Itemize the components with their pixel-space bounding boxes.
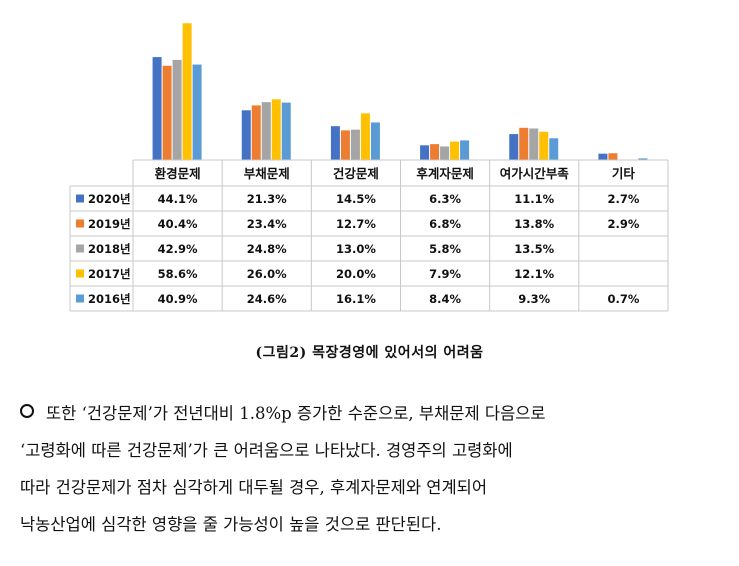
bar — [509, 134, 519, 160]
legend-label: 2018년 — [88, 242, 131, 256]
data-label: 23.4% — [247, 217, 287, 231]
data-label: 5.8% — [429, 242, 461, 256]
data-label: 40.4% — [158, 217, 198, 231]
data-label: 26.0% — [247, 267, 287, 281]
data-label: 0.7% — [607, 292, 639, 306]
data-label: 13.8% — [514, 217, 554, 231]
bar — [598, 153, 608, 160]
paragraph-line: 낙농산업에 심각한 영향을 줄 가능성이 높을 것으로 판단된다. — [20, 515, 442, 534]
data-label: 58.6% — [158, 267, 198, 281]
bar — [360, 113, 370, 160]
paragraph-text: 또한 ‘건강문제’가 전년대비 1.8%p 증가한 수준으로, 부채문제 다음으… — [20, 395, 732, 543]
bar — [271, 99, 281, 160]
bar — [608, 153, 618, 160]
bar — [350, 129, 360, 160]
data-label: 21.3% — [247, 192, 287, 206]
category-label: 건강문제 — [333, 166, 379, 181]
data-label: 6.3% — [429, 192, 461, 206]
legend-label: 2019년 — [88, 217, 131, 231]
data-label: 7.9% — [429, 267, 461, 281]
legend-swatch — [76, 219, 84, 228]
bar — [261, 102, 271, 160]
data-label: 24.6% — [247, 292, 287, 306]
bar — [460, 140, 470, 160]
legend-label: 2016년 — [88, 292, 131, 306]
legend-swatch — [76, 194, 84, 203]
figure-caption: (그림2) 목장경영에 있어서의 어려움 — [255, 345, 484, 361]
legend-swatch — [76, 244, 84, 253]
bar — [370, 122, 380, 160]
bar — [172, 59, 182, 160]
category-label: 기타 — [612, 166, 636, 181]
bar — [281, 102, 291, 160]
bar — [519, 127, 529, 160]
data-label: 13.5% — [514, 242, 554, 256]
bar — [152, 57, 162, 160]
legend-label: 2020년 — [88, 192, 131, 206]
bar — [340, 130, 350, 160]
bar — [440, 146, 450, 160]
bar — [638, 158, 648, 160]
legend-swatch — [76, 294, 84, 303]
body-paragraph: 또한 ‘건강문제’가 전년대비 1.8%p 증가한 수준으로, 부채문제 다음으… — [20, 395, 732, 543]
data-label: 6.8% — [429, 217, 461, 231]
paragraph-line: 또한 ‘건강문제’가 전년대비 1.8%p 증가한 수준으로, 부채문제 다음으… — [46, 404, 546, 423]
data-label: 40.9% — [158, 292, 198, 306]
bar — [251, 105, 261, 160]
bar — [450, 141, 460, 160]
bar — [420, 145, 430, 160]
data-label: 8.4% — [429, 292, 461, 306]
data-label: 44.1% — [158, 192, 198, 206]
data-label: 11.1% — [514, 192, 554, 206]
bar — [529, 128, 539, 160]
category-label: 여가시간부족 — [500, 166, 570, 181]
bar — [539, 131, 549, 160]
bar — [330, 126, 340, 160]
bar — [549, 138, 559, 160]
category-label: 부채문제 — [244, 166, 290, 181]
bar — [162, 65, 172, 160]
data-label: 2.9% — [607, 217, 639, 231]
data-label: 24.8% — [247, 242, 287, 256]
data-label: 12.1% — [514, 267, 554, 281]
data-label: 14.5% — [336, 192, 376, 206]
data-label: 16.1% — [336, 292, 376, 306]
bar — [182, 23, 192, 161]
category-label: 후계자문제 — [416, 166, 474, 181]
data-label: 2.7% — [607, 192, 639, 206]
chart: 환경문제 부채문제 건강문제 후계자문제 여가시간부족 기타 2020년 44.1% 21.3%… — [69, 23, 669, 312]
data-label: 9.3% — [518, 292, 550, 306]
data-label: 13.0% — [336, 242, 376, 256]
paragraph-line: 따라 건강문제가 점차 심각하게 대두될 경우, 후계자문제와 연계되어 — [20, 478, 487, 497]
bar — [241, 110, 251, 160]
category-label: 환경문제 — [155, 166, 201, 181]
data-label: 20.0% — [336, 267, 376, 281]
bar-chart-with-data-table: 환경문제 부채문제 건강문제 후계자문제 여가시간부족 기타 2020년 44.1% 21.3%… — [69, 23, 669, 312]
bar — [430, 144, 440, 160]
paragraph-line: ‘고령화에 따른 건강문제’가 큰 어려움으로 나타났다. 경영주의 고령화에 — [20, 441, 513, 460]
legend-label: 2017년 — [88, 267, 131, 281]
bar — [192, 64, 202, 160]
legend-swatch — [76, 269, 84, 278]
data-label: 12.7% — [336, 217, 376, 231]
data-label: 42.9% — [158, 242, 198, 256]
bullet-icon — [20, 404, 34, 418]
